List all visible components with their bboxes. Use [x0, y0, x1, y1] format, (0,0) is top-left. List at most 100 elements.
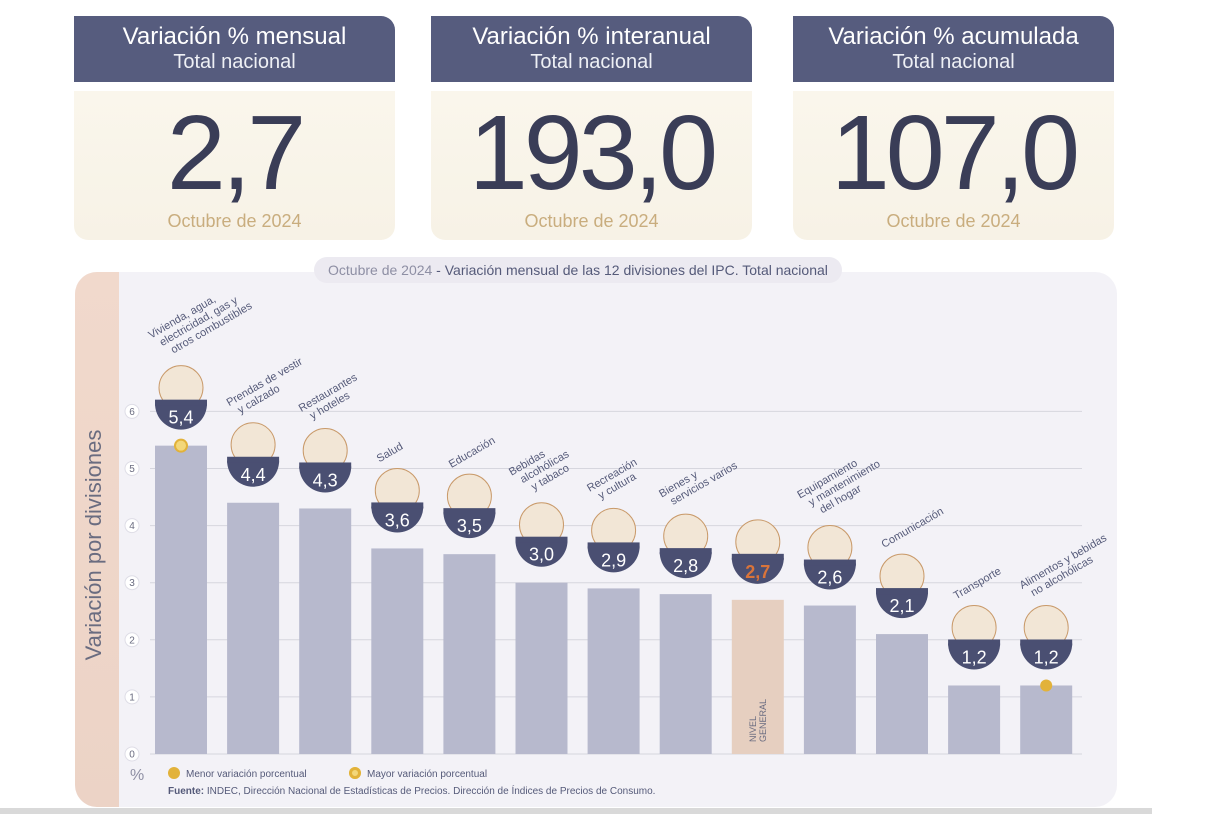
y-tick-label: 5: [129, 464, 135, 475]
kpi-title: Variación % mensual: [122, 23, 347, 50]
value-label: 1,2: [1034, 647, 1059, 667]
percent-unit: %: [130, 767, 145, 784]
bar: [659, 594, 712, 754]
legend-min-label: Menor variación porcentual: [186, 769, 307, 780]
kpi-value: 193,0: [468, 94, 718, 212]
y-tick-marker: [124, 689, 140, 705]
value-badge-top: [803, 559, 856, 566]
value-badge: [371, 506, 424, 533]
bar: [371, 548, 424, 754]
kpi-subtitle: Total nacional: [530, 51, 653, 73]
value-label: 2,1: [889, 596, 914, 616]
value-badge: [876, 592, 928, 619]
category-label: Equipamientoy mantenimientodel hogar: [795, 448, 888, 523]
value-badge: [155, 403, 207, 430]
y-tick-marker: [124, 518, 140, 534]
value-label: 3,0: [529, 545, 554, 565]
legend-min: Menor variación porcentual: [168, 767, 307, 780]
value-badge: [659, 552, 712, 579]
kpi-header: Variación % acumulada Total nacional: [793, 16, 1114, 82]
y-tick-label: 0: [129, 750, 135, 761]
min-marker: [1040, 679, 1053, 692]
value-badge-top: [948, 639, 1001, 646]
kpi-card-monthly: Variación % mensual Total nacional 2,7 O…: [74, 16, 395, 240]
value-label: 5,4: [168, 408, 193, 428]
category-label: Educación: [447, 435, 497, 471]
y-tick-marker: [124, 461, 140, 476]
kpi-body: 193,0 Octubre de 2024: [431, 91, 752, 240]
value-label: 3,6: [385, 510, 410, 530]
bar: [515, 582, 568, 754]
bar: [876, 634, 928, 754]
value-badge: [443, 512, 496, 539]
kpi-date: Octubre de 2024: [886, 211, 1021, 231]
value-badge: [515, 540, 568, 567]
value-badge: [948, 643, 1001, 670]
category-label: Recreacióny cultura: [585, 456, 645, 505]
value-label: 4,3: [313, 470, 338, 490]
y-tick-label: 4: [129, 521, 135, 532]
value-badge-top: [587, 542, 640, 549]
category-label: Comunicación: [880, 505, 946, 550]
bar: [443, 554, 496, 754]
value-badge: [731, 557, 784, 584]
value-label: 2,8: [673, 556, 698, 576]
kpi-header: Variación % mensual Total nacional: [74, 16, 395, 82]
kpi-body: 2,7 Octubre de 2024: [74, 91, 395, 240]
value-label: 2,6: [817, 568, 842, 588]
value-badge-top: [227, 456, 280, 463]
value-label: 2,9: [601, 550, 626, 570]
kpi-header: Variación % interanual Total nacional: [431, 16, 752, 82]
bottom-divider: [0, 808, 1152, 814]
kpi-title: Variación % interanual: [472, 23, 711, 50]
value-label: 2,7: [745, 562, 770, 582]
value-badge-top: [299, 462, 352, 469]
bar: [155, 445, 207, 754]
source-note: Fuente: INDEC, Dirección Nacional de Est…: [168, 786, 655, 797]
category-label: Bienes yservicios varios: [657, 449, 740, 511]
category-label: Vivienda, agua,electricidad, gas yotros …: [147, 279, 255, 362]
value-badge-top: [876, 588, 928, 595]
y-tick-marker: [124, 575, 140, 591]
kpi-title: Variación % acumulada: [828, 23, 1079, 50]
kpi-card-yearly: Variación % interanual Total nacional 19…: [431, 16, 752, 240]
y-tick-marker: [124, 403, 140, 419]
kpi-value: 107,0: [830, 94, 1080, 212]
category-label: Salud: [375, 441, 405, 465]
bar: [731, 599, 784, 754]
value-badge: [1020, 643, 1073, 670]
value-label: 4,4: [241, 465, 266, 485]
bar: [299, 508, 352, 754]
value-label: 1,2: [962, 647, 987, 667]
kpi-value: 2,7: [166, 94, 306, 212]
legend-max-dot: [349, 767, 361, 779]
legend-max-label: Mayor variación porcentual: [367, 769, 488, 780]
y-tick-label: 6: [129, 407, 135, 418]
value-badge-top: [731, 553, 784, 560]
category-label: Bebidasalcohólicasy tabaco: [507, 438, 578, 500]
value-label: 3,5: [457, 516, 482, 536]
source-label: Fuente:: [168, 786, 205, 797]
legend-min-dot: [168, 767, 180, 779]
max-marker: [174, 438, 188, 453]
chart-title: Octubre de 2024 - Variación mensual de l…: [314, 257, 842, 283]
category-label: Transporte: [952, 565, 1004, 602]
kpi-card-cumulative: Variación % acumulada Total nacional 107…: [793, 16, 1114, 240]
value-badge-top: [1020, 639, 1073, 646]
value-badge: [299, 466, 352, 493]
value-badge-top: [155, 399, 207, 406]
value-badge: [803, 563, 856, 590]
category-label: Restaurantesy hoteles: [297, 371, 366, 425]
y-tick-marker: [124, 746, 140, 762]
value-badge-top: [659, 548, 712, 555]
y-tick-label: 1: [129, 692, 135, 703]
bar: [803, 605, 856, 754]
value-badge-top: [515, 536, 568, 543]
y-tick-label: 2: [129, 635, 135, 646]
bar: [948, 685, 1001, 754]
kpi-date: Octubre de 2024: [524, 211, 659, 231]
y-tick-label: 3: [129, 578, 135, 589]
kpi-subtitle: Total nacional: [173, 51, 296, 73]
category-label: Alimentos y bebidasno alcohólicas: [1018, 532, 1116, 602]
